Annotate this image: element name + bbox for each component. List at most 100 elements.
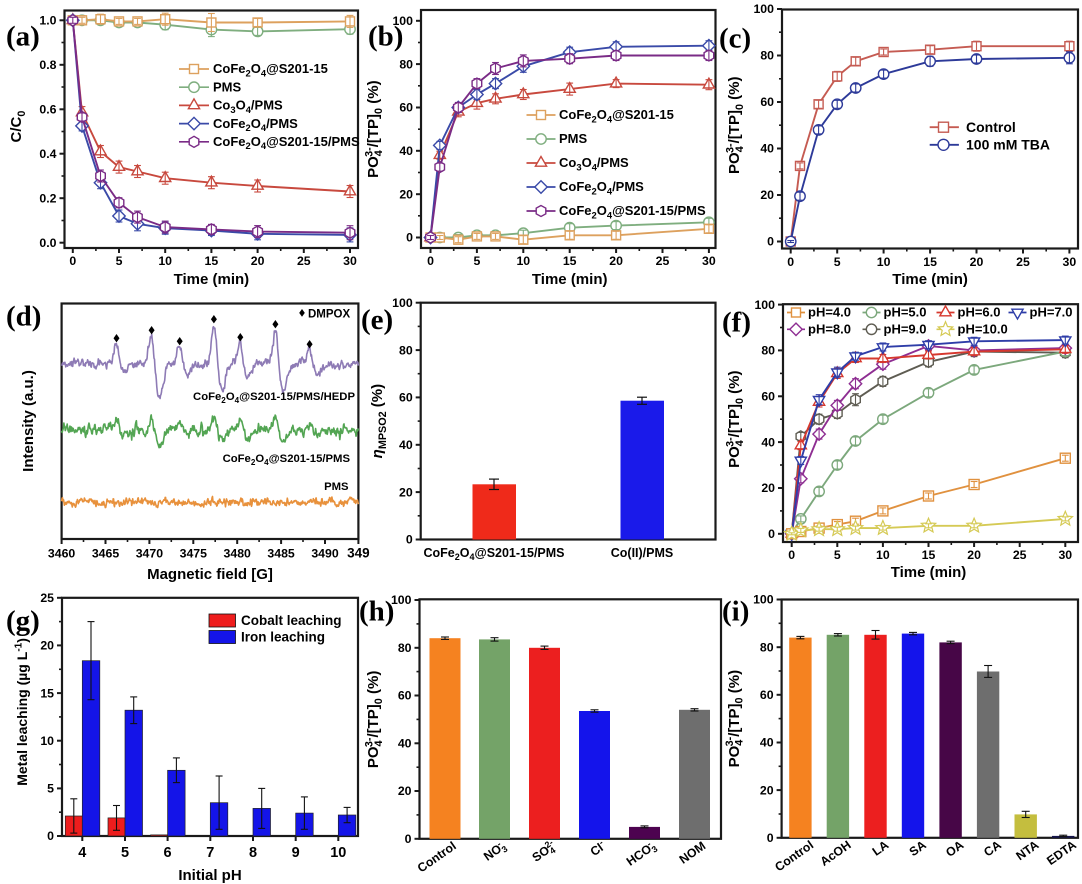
svg-text:ηMPSO2 (%): ηMPSO2 (%) — [369, 384, 389, 458]
svg-text:CoFe2O4@S201-15/PMS: CoFe2O4@S201-15/PMS — [223, 453, 351, 467]
svg-text:349: 349 — [347, 546, 370, 561]
svg-text:25: 25 — [1016, 255, 1030, 269]
svg-text:0: 0 — [767, 235, 774, 249]
svg-text:80: 80 — [760, 640, 774, 654]
svg-text:40: 40 — [399, 144, 413, 158]
svg-text:pH=8.0: pH=8.0 — [808, 322, 851, 337]
svg-text:0: 0 — [767, 831, 774, 845]
svg-text:Cl-: Cl- — [587, 837, 609, 859]
svg-text:(c): (c) — [719, 23, 751, 55]
svg-text:30: 30 — [343, 254, 357, 268]
svg-text:20: 20 — [760, 783, 774, 797]
svg-text:100: 100 — [392, 14, 413, 28]
svg-text:5: 5 — [834, 548, 841, 562]
svg-text:20: 20 — [967, 548, 981, 562]
svg-text:25: 25 — [1013, 548, 1027, 562]
svg-text:10: 10 — [330, 845, 346, 861]
svg-text:80: 80 — [398, 641, 412, 655]
svg-text:CoFe2O4@S201-15/PMS/HEDP: CoFe2O4@S201-15/PMS/HEDP — [193, 391, 355, 405]
svg-text:100: 100 — [391, 593, 412, 607]
svg-text:80: 80 — [760, 49, 774, 63]
svg-text:15: 15 — [40, 686, 54, 700]
svg-text:Iron leaching: Iron leaching — [241, 630, 325, 645]
svg-text:40: 40 — [399, 438, 413, 452]
svg-text:5: 5 — [116, 254, 123, 268]
svg-text:15: 15 — [563, 254, 577, 268]
svg-text:pH=9.0: pH=9.0 — [884, 322, 927, 337]
svg-text:20: 20 — [609, 254, 623, 268]
svg-text:(h): (h) — [359, 596, 394, 628]
svg-text:60: 60 — [398, 689, 412, 703]
svg-text:pH=6.0: pH=6.0 — [958, 305, 1001, 320]
svg-text:40: 40 — [398, 737, 412, 751]
svg-text:CoFe2O4@S201-15: CoFe2O4@S201-15 — [559, 107, 674, 124]
svg-text:60: 60 — [761, 390, 775, 404]
svg-text:100: 100 — [753, 593, 774, 607]
svg-text:30: 30 — [702, 254, 716, 268]
svg-text:CoFe2O4/PMS: CoFe2O4/PMS — [213, 116, 298, 133]
svg-text:pH=4.0: pH=4.0 — [808, 305, 851, 320]
svg-text:0: 0 — [47, 829, 54, 843]
svg-text:Time (min): Time (min) — [532, 271, 608, 288]
svg-text:100 mM TBA: 100 mM TBA — [966, 136, 1050, 152]
svg-text:0: 0 — [405, 832, 412, 846]
svg-text:20: 20 — [761, 481, 775, 495]
svg-text:60: 60 — [399, 101, 413, 115]
svg-text:60: 60 — [760, 95, 774, 109]
svg-text:Magnetic field [G]: Magnetic field [G] — [147, 566, 273, 583]
svg-text:40: 40 — [761, 435, 775, 449]
svg-text:3470: 3470 — [136, 547, 164, 561]
svg-text:CoFe2O4@S201-15/PMS: CoFe2O4@S201-15/PMS — [423, 546, 564, 562]
svg-text:(i): (i) — [722, 596, 749, 628]
svg-text:Cobalt leaching: Cobalt leaching — [241, 613, 342, 628]
svg-text:Co(II)/PMS: Co(II)/PMS — [611, 546, 674, 560]
svg-text:6: 6 — [164, 845, 172, 861]
svg-text:80: 80 — [399, 57, 413, 71]
svg-text:40: 40 — [760, 736, 774, 750]
svg-text:60: 60 — [760, 688, 774, 702]
svg-text:0.6: 0.6 — [39, 103, 56, 117]
svg-text:0: 0 — [406, 231, 413, 245]
svg-text:5: 5 — [473, 254, 480, 268]
svg-text:0: 0 — [787, 255, 794, 269]
svg-text:Time (min): Time (min) — [892, 271, 968, 288]
svg-text:0: 0 — [427, 254, 434, 268]
svg-text:20: 20 — [398, 784, 412, 798]
svg-text:100: 100 — [753, 2, 774, 16]
svg-text:3480: 3480 — [224, 547, 252, 561]
svg-text:(d): (d) — [6, 301, 41, 333]
svg-text:40: 40 — [760, 142, 774, 156]
svg-text:3460: 3460 — [48, 547, 76, 561]
svg-text:Time (min): Time (min) — [174, 271, 250, 288]
svg-text:Initial pH: Initial pH — [178, 867, 241, 884]
svg-text:PO43-/[TP]0 (%): PO43-/[TP]0 (%) — [724, 370, 746, 467]
svg-text:CoFe2O4@S201-15/PMS: CoFe2O4@S201-15/PMS — [559, 203, 706, 220]
svg-text:PO43-/[TP]0 (%): PO43-/[TP]0 (%) — [363, 80, 385, 177]
svg-text:(b): (b) — [368, 21, 403, 53]
svg-text:0: 0 — [406, 533, 413, 547]
svg-text:10: 10 — [40, 734, 54, 748]
svg-text:30: 30 — [1058, 548, 1072, 562]
svg-text:3475: 3475 — [180, 547, 208, 561]
svg-text:0.4: 0.4 — [39, 147, 56, 161]
svg-text:15: 15 — [923, 255, 937, 269]
svg-text:3485: 3485 — [267, 547, 295, 561]
svg-text:10: 10 — [877, 255, 891, 269]
svg-text:DMPOX: DMPOX — [308, 309, 351, 321]
svg-text:0.2: 0.2 — [39, 191, 56, 205]
svg-text:CoFe2O4@S201-15: CoFe2O4@S201-15 — [213, 61, 328, 78]
svg-text:20: 20 — [970, 255, 984, 269]
svg-text:Time (min): Time (min) — [891, 564, 967, 581]
svg-text:20: 20 — [399, 187, 413, 201]
svg-text:60: 60 — [399, 391, 413, 405]
svg-text:100: 100 — [754, 298, 775, 312]
svg-text:PO43-/[TP]0 (%): PO43-/[TP]0 (%) — [724, 670, 746, 767]
svg-text:25: 25 — [297, 254, 311, 268]
svg-text:20: 20 — [40, 639, 54, 653]
svg-text:10: 10 — [516, 254, 530, 268]
svg-text:0: 0 — [69, 254, 76, 268]
svg-text:(g): (g) — [6, 605, 40, 637]
svg-text:10: 10 — [876, 548, 890, 562]
svg-text:pH=5.0: pH=5.0 — [884, 305, 927, 320]
svg-text:Control: Control — [966, 119, 1016, 135]
